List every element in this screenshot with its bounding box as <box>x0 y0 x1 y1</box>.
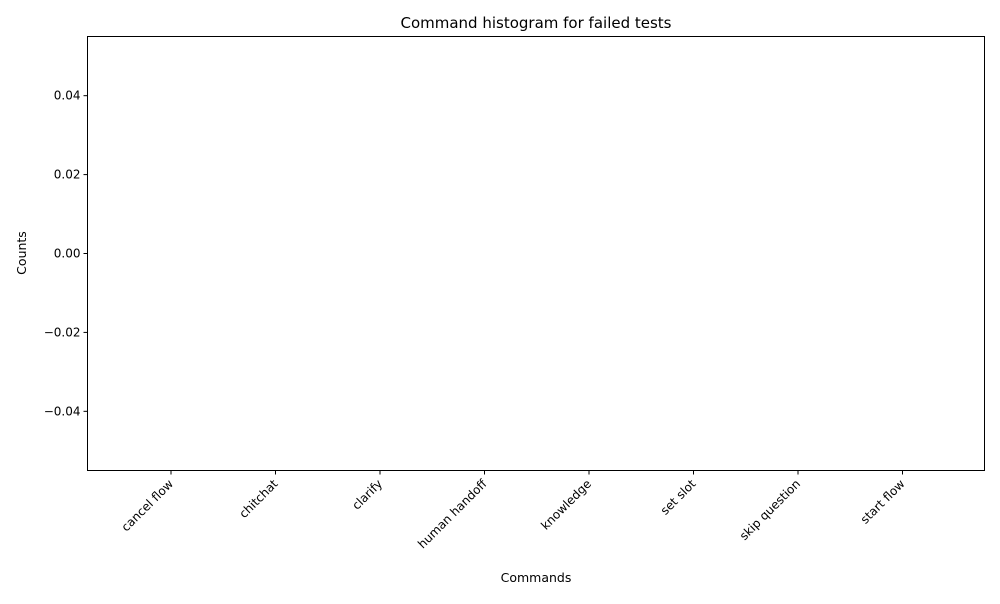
y-axis-label: Counts <box>14 231 29 275</box>
y-axis: −0.04 −0.02 0.00 0.02 0.04 <box>44 89 88 418</box>
x-tick-label: human handoff <box>415 476 490 551</box>
y-tick-label: −0.02 <box>44 325 81 339</box>
x-tick-label: set slot <box>658 477 699 518</box>
y-tick-label: 0.00 <box>54 247 81 261</box>
x-axis: cancel flow chitchat clarify human handoff k… <box>119 470 908 551</box>
chart-title: Command histogram for failed tests <box>400 14 671 32</box>
plot-area <box>87 36 985 471</box>
x-tick-label: start flow <box>858 477 908 527</box>
x-tick-label: knowledge <box>538 477 594 533</box>
x-tick-label: skip question <box>737 477 803 543</box>
y-tick-label: 0.04 <box>54 89 81 103</box>
x-tick-label: chitchat <box>236 477 280 521</box>
y-tick-label: −0.04 <box>44 404 81 418</box>
x-tick-label: cancel flow <box>119 477 177 535</box>
y-tick-label: 0.02 <box>54 168 81 182</box>
x-axis-label: Commands <box>501 570 572 585</box>
x-tick-label: clarify <box>349 477 385 513</box>
